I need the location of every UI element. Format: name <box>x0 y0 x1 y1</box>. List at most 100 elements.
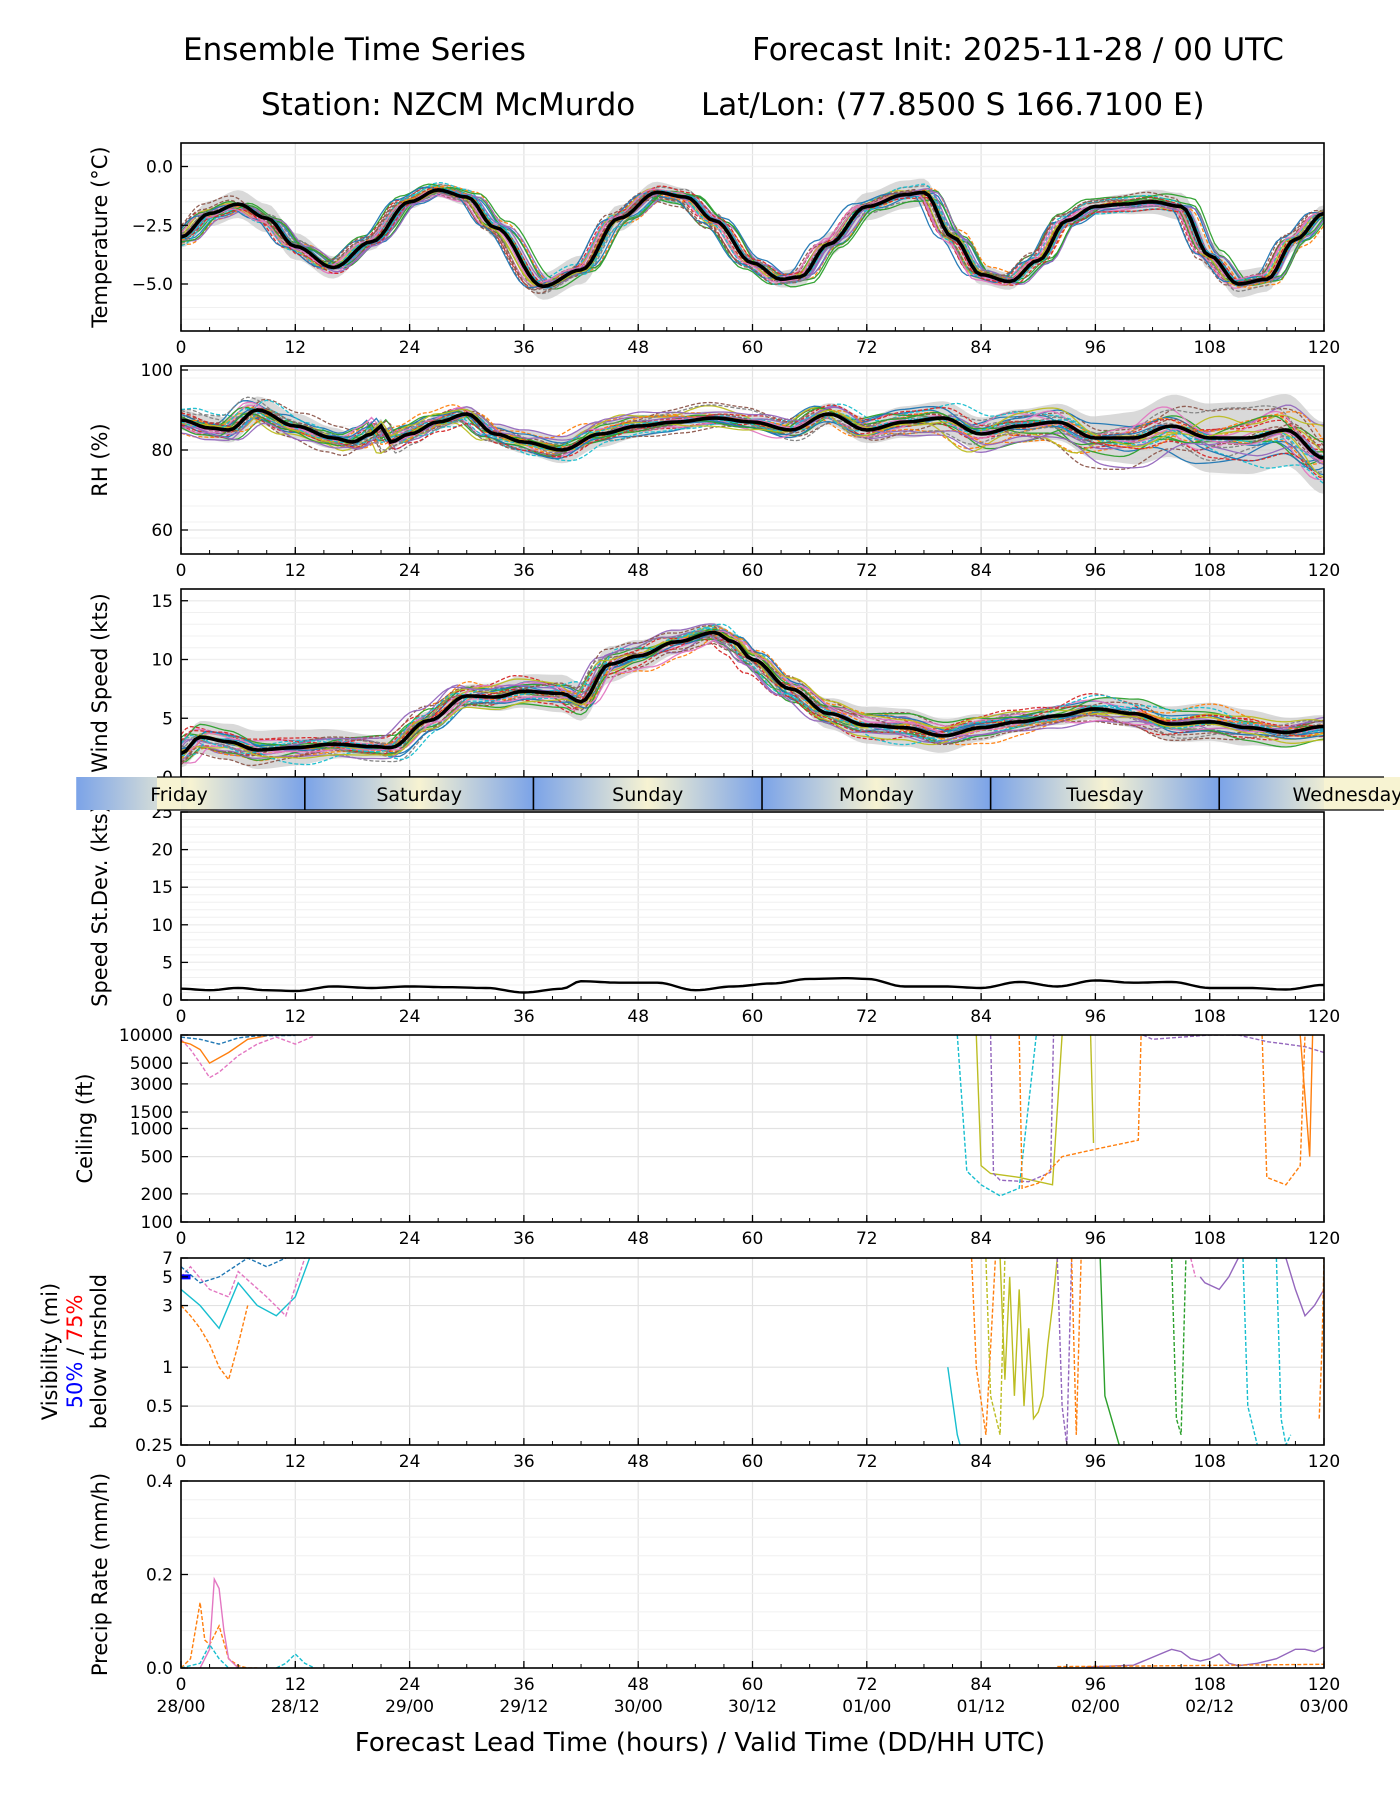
ensemble-member-line <box>181 404 1324 463</box>
y-tick-label: 15 <box>151 878 173 898</box>
x-tick-label: 48 <box>627 1229 649 1249</box>
y-tick-label: −2.5 <box>132 216 173 236</box>
ensemble-member-line <box>181 636 1324 763</box>
member-event-line <box>975 1035 1063 1186</box>
ensemble-mean-line <box>181 408 1324 460</box>
member-event-line <box>181 1643 230 1668</box>
x-tick-label: 72 <box>856 1229 878 1249</box>
ensemble-member-line <box>181 627 1324 755</box>
valid-time-label: 28/12 <box>271 1697 320 1717</box>
x-tick-label: 24 <box>399 338 421 358</box>
x-tick-label: 120 <box>1308 1007 1340 1027</box>
member-event-line <box>181 1258 306 1318</box>
y-tick-label: 10000 <box>119 1026 173 1046</box>
plot-area-temp <box>181 178 1324 300</box>
x-tick-label: 12 <box>284 1007 306 1027</box>
x-tick-label: 60 <box>742 561 764 581</box>
y-axis-label: Wind Speed (kts) <box>88 593 112 773</box>
legend-threshold-label: below thrshold <box>87 1274 111 1429</box>
member-event-line <box>989 1035 1055 1183</box>
y-tick-label: 0.0 <box>146 1659 173 1679</box>
y-axis-label: Visibility (mi) <box>38 1283 62 1420</box>
x-tick-label: 108 <box>1193 1675 1225 1695</box>
x-tick-label: 120 <box>1308 1452 1340 1472</box>
y-axis-label: Speed St.Dev. (kts) <box>88 805 112 1007</box>
x-tick-label: 12 <box>284 1452 306 1472</box>
member-event-line <box>181 1035 267 1065</box>
member-event-line <box>999 1258 1058 1421</box>
day-segment <box>762 777 991 810</box>
x-tick-label: 48 <box>627 1675 649 1695</box>
x-tick-label: 48 <box>627 1007 649 1027</box>
ensemble-member-line <box>181 407 1324 479</box>
ensemble-member-line <box>181 633 1324 755</box>
legend-separator: / <box>63 1341 87 1361</box>
y-tick-label: 5 <box>162 709 173 729</box>
member-event-line <box>1089 1035 1095 1144</box>
day-segment-edge <box>157 777 181 810</box>
member-event-line <box>1199 1258 1239 1291</box>
valid-time-label: 03/00 <box>1300 1697 1349 1717</box>
figure-title: Ensemble Time Series <box>183 32 526 68</box>
x-tick-label: 48 <box>627 338 649 358</box>
x-tick-label: 24 <box>399 1229 421 1249</box>
x-tick-label: 0 <box>176 338 187 358</box>
member-event-line <box>1190 1258 1197 1278</box>
x-tick-label: 0 <box>176 1229 187 1249</box>
x-tick-label: 72 <box>856 1452 878 1472</box>
y-tick-label: 10 <box>151 916 173 936</box>
x-tick-label: 48 <box>627 1452 649 1472</box>
y-tick-label: 0 <box>162 991 173 1011</box>
day-label-tuesday: Tuesday <box>1065 784 1143 806</box>
y-tick-label: 5 <box>162 1268 173 1288</box>
day-label-wednesday: Wednesday <box>1293 784 1400 806</box>
member-event-line <box>181 1035 296 1045</box>
day-bar: Friday Saturday Sunday Monday Tuesday Wednesd… <box>76 776 1400 811</box>
x-tick-label: 108 <box>1193 338 1225 358</box>
valid-time-label: 28/00 <box>157 1697 206 1717</box>
day-segment <box>304 777 534 810</box>
x-tick-label: 120 <box>1308 561 1340 581</box>
member-event-line <box>1018 1035 1142 1190</box>
y-tick-label: 5000 <box>130 1054 173 1074</box>
legend-50-label: 50% <box>63 1362 87 1409</box>
y-axis-label: RH (%) <box>88 423 112 496</box>
x-tick-label: 36 <box>513 561 535 581</box>
y-tick-label: 15 <box>151 592 173 612</box>
x-tick-label: 60 <box>742 338 764 358</box>
station-label: Station: NZCM McMurdo <box>261 87 636 123</box>
x-tick-label: 36 <box>513 1452 535 1472</box>
panel-temp: 0.0 −2.5 −5.0 0 12 24 36 48 60 72 84 96 108 120 Temper… <box>88 142 1340 358</box>
ensemble-member-line <box>181 190 1324 294</box>
y-tick-label: 3 <box>162 1297 173 1317</box>
x-tick-label: 84 <box>970 1007 992 1027</box>
day-segment <box>533 777 763 810</box>
y-tick-label: 80 <box>151 441 173 461</box>
member-event-line <box>956 1035 1037 1197</box>
valid-time-label: 30/00 <box>614 1697 663 1717</box>
valid-time-label: 02/12 <box>1185 1697 1234 1717</box>
member-event-line <box>1318 1258 1324 1419</box>
y-tick-label: 1000 <box>130 1120 173 1140</box>
x-tick-label: 84 <box>970 1675 992 1695</box>
x-tick-label: 120 <box>1308 1675 1340 1695</box>
ensemble-mean-line <box>181 630 1324 756</box>
x-tick-label: 108 <box>1193 1229 1225 1249</box>
y-tick-label: 1500 <box>130 1103 173 1123</box>
ensemble-member-line <box>181 185 1324 286</box>
x-tick-label: 120 <box>1308 338 1340 358</box>
x-tick-label: 108 <box>1193 1007 1225 1027</box>
member-event-line <box>1056 1258 1073 1445</box>
x-tick-label: 84 <box>970 1452 992 1472</box>
ensemble-mean-line <box>181 188 1324 289</box>
y-tick-label: 60 <box>151 521 173 541</box>
y-tick-label: 0.0 <box>146 158 173 178</box>
member-event-line <box>1285 1258 1324 1318</box>
x-tick-label: 36 <box>513 1675 535 1695</box>
x-tick-label: 12 <box>284 1229 306 1249</box>
y-axis-label: Temperature (°C) <box>88 146 112 328</box>
ensemble-member-line <box>181 407 1324 453</box>
